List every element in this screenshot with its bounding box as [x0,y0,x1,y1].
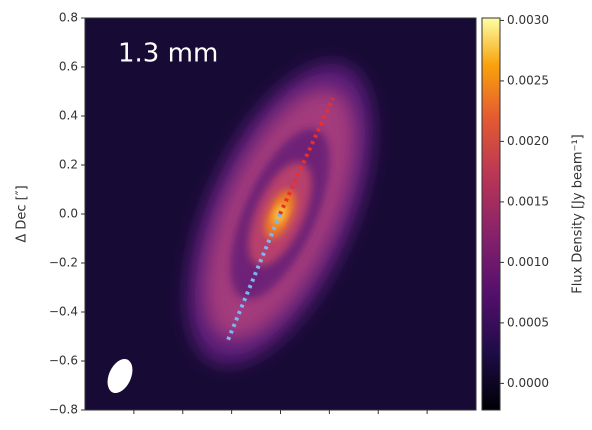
y-tick-label: 0.6 [59,60,78,74]
y-axis-label: Δ Dec [″] [15,185,30,242]
colorbar-tick-label: 0.0030 [507,13,549,27]
band-label: 1.3 mm [118,39,218,69]
colorbar-tick-label: 0.0015 [507,194,549,208]
colorbar-tick-label: 0.0010 [507,255,549,269]
y-tick-label: −0.4 [49,305,78,319]
y-tick-label: 0.0 [59,207,78,221]
y-tick-label: −0.8 [49,403,78,417]
colorbar-label: Flux Density [Jy beam⁻¹] [571,134,586,293]
colorbar-tick-label: 0.0005 [507,315,549,329]
y-tick-label: 0.4 [59,109,78,123]
y-tick-label: 0.2 [59,158,78,172]
y-tick-label: 0.8 [59,11,78,25]
colorbar-tick-label: 0.0020 [507,134,549,148]
colorbar [482,18,500,410]
y-tick-label: −0.6 [49,354,78,368]
figure: 1.3 mm Δ Dec [″] Flux Density [Jy beam⁻¹… [0,0,592,426]
image-map [85,18,476,410]
colorbar-tick-label: 0.0000 [507,376,549,390]
y-tick-label: −0.2 [49,256,78,270]
colorbar-tick-label: 0.0025 [507,73,549,87]
